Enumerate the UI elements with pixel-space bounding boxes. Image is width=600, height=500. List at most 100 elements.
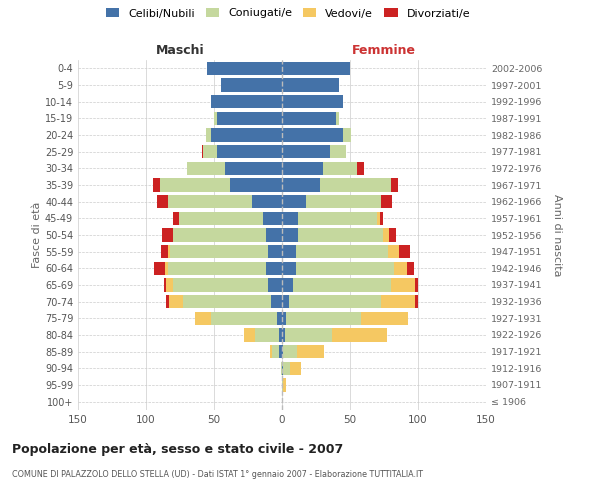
Y-axis label: Anni di nascita: Anni di nascita	[552, 194, 562, 276]
Legend: Celibi/Nubili, Coniugati/e, Vedovi/e, Divorziati/e: Celibi/Nubili, Coniugati/e, Vedovi/e, Di…	[106, 8, 470, 18]
Bar	[283, 345, 297, 358]
Bar	[268, 245, 282, 258]
Bar	[399, 245, 410, 258]
Bar	[161, 245, 168, 258]
Bar	[357, 162, 364, 175]
Bar	[173, 212, 179, 225]
Bar	[211, 128, 282, 141]
Bar	[164, 278, 166, 291]
Bar	[282, 178, 320, 192]
Bar	[217, 112, 282, 125]
Bar	[195, 312, 211, 325]
Bar	[266, 262, 282, 275]
Bar	[211, 312, 277, 325]
Bar	[391, 278, 415, 291]
Bar	[285, 328, 332, 342]
Bar	[415, 295, 418, 308]
Bar	[268, 278, 282, 291]
Text: COMUNE DI PALAZZOLO DELLO STELLA (UD) - Dati ISTAT 1° gennaio 2007 - Elaborazion: COMUNE DI PALAZZOLO DELLO STELLA (UD) - …	[12, 470, 423, 479]
Bar	[332, 328, 387, 342]
Bar	[170, 245, 268, 258]
Bar	[282, 112, 337, 125]
Bar	[244, 328, 255, 342]
Bar	[297, 345, 324, 358]
Text: Maschi: Maschi	[155, 44, 205, 57]
Bar	[282, 95, 343, 108]
Bar	[214, 112, 217, 125]
Bar	[282, 245, 296, 258]
Bar	[179, 212, 263, 225]
Bar	[263, 212, 282, 225]
Bar	[153, 178, 160, 192]
Bar	[169, 295, 183, 308]
Bar	[168, 245, 170, 258]
Bar	[203, 145, 217, 158]
Bar	[381, 295, 415, 308]
Bar	[271, 295, 282, 308]
Bar	[391, 178, 398, 192]
Bar	[283, 362, 290, 375]
Text: Femmine: Femmine	[352, 44, 416, 57]
Bar	[282, 312, 286, 325]
Bar	[286, 312, 361, 325]
Bar	[282, 78, 339, 92]
Bar	[277, 312, 282, 325]
Bar	[202, 145, 203, 158]
Bar	[160, 178, 230, 192]
Bar	[282, 128, 343, 141]
Bar	[282, 62, 350, 75]
Bar	[290, 362, 301, 375]
Bar	[255, 328, 279, 342]
Bar	[282, 162, 323, 175]
Bar	[157, 195, 168, 208]
Bar	[383, 228, 389, 241]
Bar	[165, 262, 168, 275]
Bar	[173, 278, 268, 291]
Bar	[329, 145, 346, 158]
Bar	[183, 295, 271, 308]
Bar	[282, 195, 307, 208]
Bar	[211, 95, 282, 108]
Bar	[168, 195, 252, 208]
Bar	[282, 378, 283, 392]
Bar	[163, 228, 173, 241]
Bar	[289, 295, 381, 308]
Bar	[298, 228, 383, 241]
Bar	[296, 245, 388, 258]
Bar	[173, 228, 266, 241]
Bar	[230, 178, 282, 192]
Bar	[270, 345, 272, 358]
Bar	[279, 345, 282, 358]
Bar	[225, 162, 282, 175]
Bar	[266, 228, 282, 241]
Bar	[187, 162, 225, 175]
Bar	[281, 362, 282, 375]
Bar	[343, 128, 352, 141]
Bar	[320, 178, 391, 192]
Bar	[307, 195, 381, 208]
Y-axis label: Fasce di età: Fasce di età	[32, 202, 42, 268]
Bar	[154, 262, 165, 275]
Bar	[283, 378, 286, 392]
Bar	[394, 262, 407, 275]
Bar	[380, 212, 383, 225]
Bar	[407, 262, 414, 275]
Bar	[207, 62, 282, 75]
Bar	[279, 328, 282, 342]
Bar	[272, 345, 279, 358]
Bar	[221, 78, 282, 92]
Bar	[252, 195, 282, 208]
Bar	[323, 162, 357, 175]
Bar	[282, 362, 283, 375]
Bar	[296, 262, 394, 275]
Bar	[168, 262, 266, 275]
Bar	[282, 212, 298, 225]
Bar	[415, 278, 418, 291]
Bar	[377, 212, 380, 225]
Bar	[282, 262, 296, 275]
Bar	[282, 278, 293, 291]
Bar	[166, 278, 173, 291]
Bar	[166, 295, 169, 308]
Bar	[381, 195, 392, 208]
Bar	[298, 212, 377, 225]
